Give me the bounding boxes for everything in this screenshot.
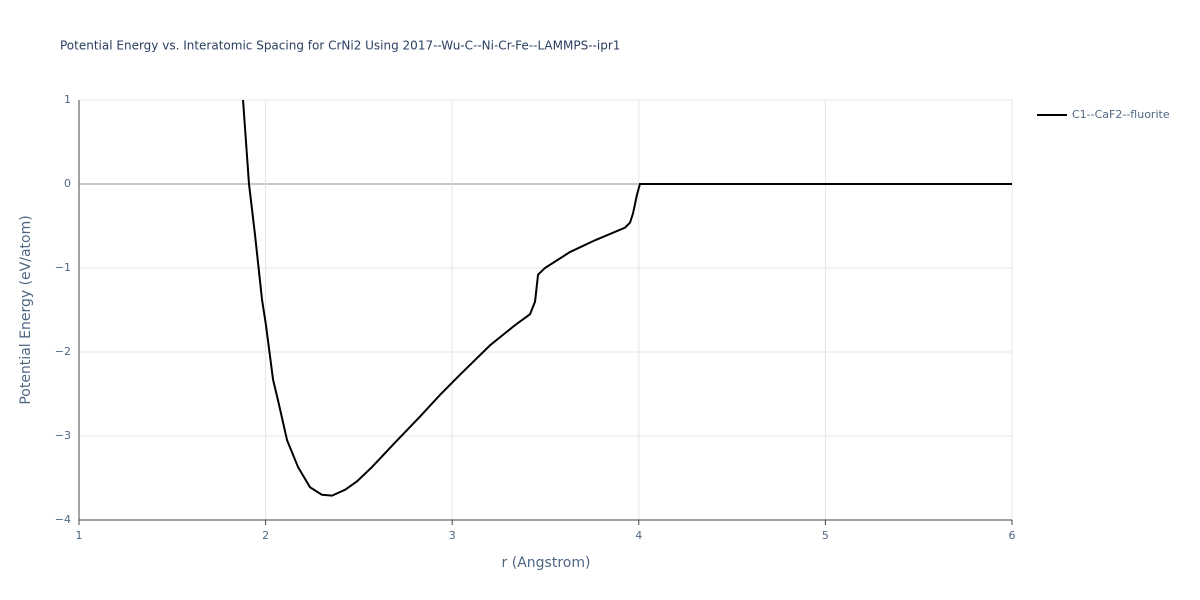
y-tick-label: 1: [64, 93, 71, 106]
y-tick-label: 0: [64, 177, 71, 190]
y-axis-title: Potential Energy (eV/atom): [18, 215, 34, 404]
line-series: [242, 99, 1012, 497]
chart-title: Potential Energy vs. Interatomic Spacing…: [60, 39, 620, 53]
x-axis-title: r (Angstrom): [502, 555, 591, 571]
y-tick-label: −3: [55, 429, 71, 442]
x-tick-label: 5: [822, 529, 829, 542]
legend-label: C1--CaF2--fluorite: [1072, 108, 1170, 121]
y-tick-label: −2: [55, 345, 71, 358]
x-tick-label: 2: [262, 529, 269, 542]
x-tick-label: 4: [635, 529, 642, 542]
y-tick-label: −1: [55, 261, 71, 274]
x-tick-label: 6: [1009, 529, 1016, 542]
y-tick-label: −4: [55, 513, 71, 526]
x-tick-label: 1: [76, 529, 83, 542]
x-tick-label: 3: [449, 529, 456, 542]
